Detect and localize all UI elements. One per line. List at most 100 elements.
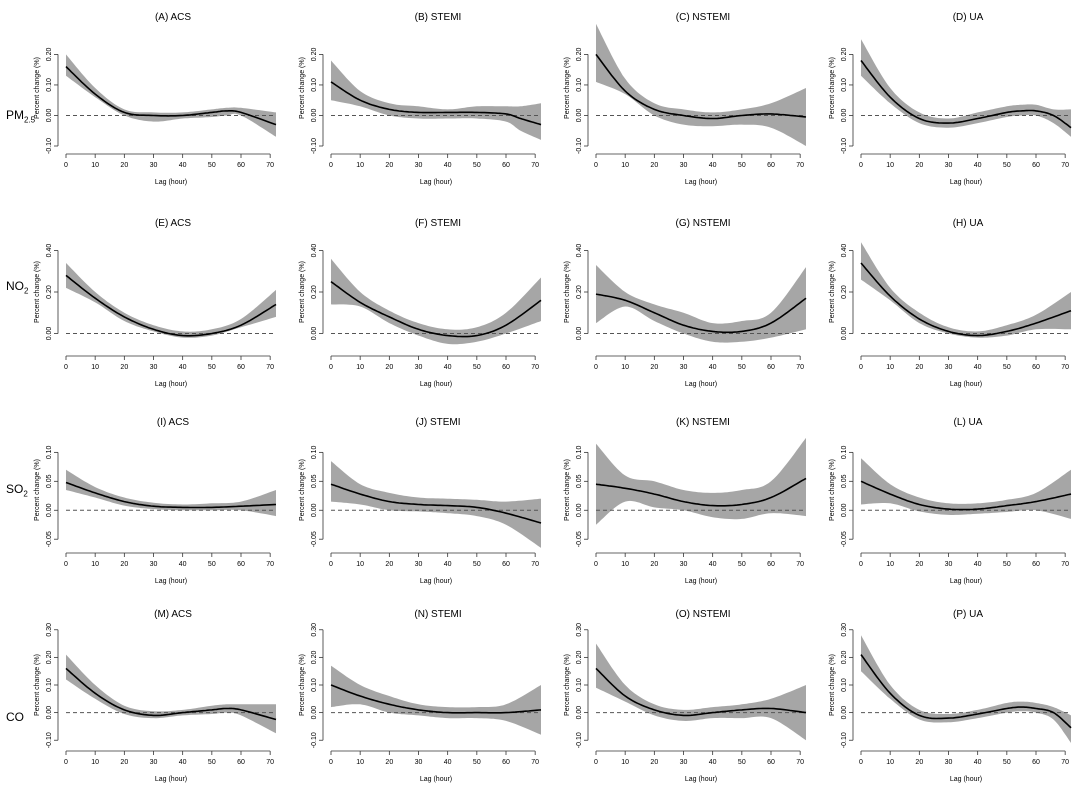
panel-title: (I) ACS — [157, 417, 190, 428]
x-tick-label: 50 — [1003, 364, 1011, 371]
x-tick-label: 0 — [594, 162, 598, 169]
y-tick-label: -0.10 — [46, 732, 53, 748]
confidence-band — [861, 39, 1071, 137]
x-axis-label: Lag (hour) — [420, 578, 452, 585]
x-tick-label: 50 — [473, 162, 481, 169]
x-tick-label: 50 — [738, 759, 746, 766]
estimate-line — [860, 60, 1072, 129]
x-tick-label: 0 — [329, 561, 333, 568]
y-tick-label: 0.10 — [841, 78, 848, 92]
x-tick-label: 0 — [64, 364, 68, 371]
y-tick-label: 0.05 — [841, 474, 848, 488]
x-tick-label: 20 — [385, 759, 393, 766]
x-tick-label: 20 — [385, 162, 393, 169]
x-tick-label: 30 — [415, 561, 423, 568]
x-tick-label: 50 — [473, 561, 481, 568]
x-tick-label: 60 — [767, 162, 775, 169]
panel-13: (N) STEMI -0.10 0.00 0.10 0.20 0.30 Percent ch… — [299, 609, 542, 783]
x-axis-label: Lag (hour) — [950, 578, 982, 585]
x-tick-label: 30 — [150, 162, 158, 169]
x-tick-label: 70 — [266, 759, 274, 766]
x-tick-label: 10 — [91, 364, 99, 371]
y-tick-label: 0.10 — [46, 445, 53, 459]
y-tick-label: 0.00 — [576, 109, 583, 123]
y-tick-label: 0.00 — [841, 503, 848, 517]
y-axis-label: Percent change (%) — [299, 459, 306, 521]
y-axis-label: Percent change (%) — [829, 261, 836, 323]
y-tick-label: 0.20 — [841, 285, 848, 299]
y-tick-label: 0.20 — [841, 650, 848, 664]
panel-title: (K) NSTEMI — [676, 417, 730, 428]
x-tick-label: 40 — [974, 759, 982, 766]
x-tick-label: 30 — [680, 364, 688, 371]
x-tick-label: 10 — [621, 561, 629, 568]
x-tick-label: 60 — [237, 561, 245, 568]
x-axis-label: Lag (hour) — [685, 578, 717, 585]
panel-title: (J) STEMI — [416, 417, 461, 428]
x-tick-label: 60 — [237, 162, 245, 169]
x-tick-label: 30 — [945, 364, 953, 371]
x-tick-label: 70 — [266, 364, 274, 371]
panel-title: (B) STEMI — [415, 12, 462, 23]
x-tick-label: 70 — [531, 364, 539, 371]
x-tick-label: 50 — [1003, 759, 1011, 766]
x-tick-label: 70 — [1061, 162, 1069, 169]
x-tick-label: 60 — [1032, 759, 1040, 766]
x-tick-label: 30 — [945, 759, 953, 766]
y-tick-label: -0.05 — [311, 531, 318, 547]
x-tick-label: 20 — [120, 759, 128, 766]
x-tick-label: 30 — [945, 561, 953, 568]
x-tick-label: 10 — [91, 759, 99, 766]
x-tick-label: 70 — [1061, 364, 1069, 371]
y-tick-label: 0.00 — [576, 327, 583, 341]
confidence-band — [596, 23, 806, 146]
x-axis-label: Lag (hour) — [155, 381, 187, 388]
y-tick-label: 0.00 — [46, 706, 53, 720]
y-tick-label: 0.20 — [311, 285, 318, 299]
y-tick-label: 0.10 — [841, 445, 848, 459]
y-tick-label: -0.05 — [841, 531, 848, 547]
x-tick-label: 50 — [738, 162, 746, 169]
y-tick-label: 0.40 — [576, 244, 583, 258]
y-tick-label: 0.00 — [46, 503, 53, 517]
y-axis-label: Percent change (%) — [299, 57, 306, 119]
x-tick-label: 60 — [237, 364, 245, 371]
x-tick-label: 50 — [1003, 162, 1011, 169]
y-tick-label: 0.00 — [576, 503, 583, 517]
panel-title: (L) UA — [954, 417, 983, 428]
x-tick-label: 10 — [621, 759, 629, 766]
y-tick-label: 0.10 — [311, 78, 318, 92]
x-tick-label: 60 — [1032, 561, 1040, 568]
x-axis-label: Lag (hour) — [155, 776, 187, 783]
y-axis-label: Percent change (%) — [829, 57, 836, 119]
y-tick-label: 0.10 — [46, 678, 53, 692]
x-tick-label: 40 — [709, 162, 717, 169]
row-label-pm25: PM2.5 — [6, 108, 36, 125]
y-tick-label: 0.20 — [576, 650, 583, 664]
estimate-line — [595, 53, 807, 120]
confidence-band — [66, 469, 276, 517]
y-tick-label: 0.20 — [46, 650, 53, 664]
x-tick-label: 30 — [415, 759, 423, 766]
x-tick-label: 10 — [91, 162, 99, 169]
y-tick-label: 0.05 — [576, 474, 583, 488]
y-tick-label: 0.20 — [576, 285, 583, 299]
x-tick-label: 40 — [444, 759, 452, 766]
x-tick-label: 0 — [594, 759, 598, 766]
x-tick-label: 10 — [356, 162, 364, 169]
x-tick-label: 30 — [945, 162, 953, 169]
estimate-line — [65, 66, 277, 126]
x-axis-label: Lag (hour) — [685, 776, 717, 783]
x-tick-label: 60 — [1032, 364, 1040, 371]
x-tick-label: 70 — [796, 561, 804, 568]
x-tick-label: 20 — [650, 364, 658, 371]
y-axis-label: Percent change (%) — [564, 459, 571, 521]
y-axis-label: Percent change (%) — [564, 57, 571, 119]
y-tick-label: 0.10 — [576, 678, 583, 692]
panel-14: (O) NSTEMI -0.10 0.00 0.10 0.20 0.30 Percent c… — [564, 609, 807, 783]
x-tick-label: 0 — [64, 759, 68, 766]
x-tick-label: 50 — [738, 561, 746, 568]
x-tick-label: 30 — [680, 561, 688, 568]
y-tick-label: 0.30 — [576, 623, 583, 637]
x-axis-label: Lag (hour) — [950, 381, 982, 388]
